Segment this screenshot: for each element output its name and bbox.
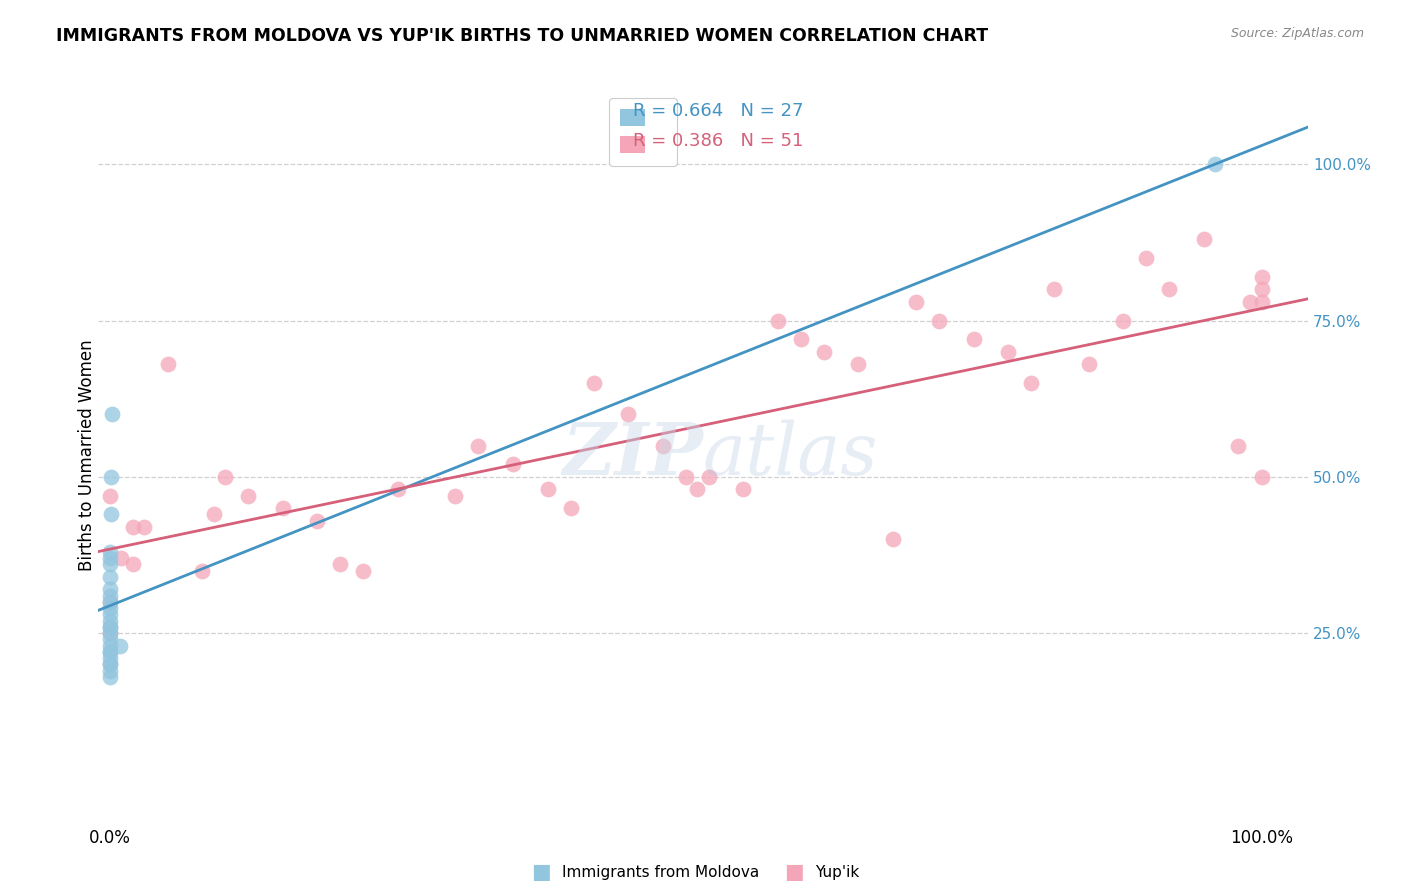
Point xyxy=(329,558,352,572)
Legend:   ,   : , xyxy=(609,98,676,166)
Point xyxy=(502,458,524,472)
Point xyxy=(1019,376,1042,390)
Point xyxy=(387,483,409,497)
Text: ZIP: ZIP xyxy=(562,419,703,491)
Point xyxy=(98,489,121,503)
Point xyxy=(98,645,121,659)
Point xyxy=(790,332,813,346)
Point xyxy=(1250,470,1272,484)
Text: Immigrants from Moldova: Immigrants from Moldova xyxy=(562,865,759,880)
Point xyxy=(582,376,605,390)
Text: Yup'ik: Yup'ik xyxy=(815,865,859,880)
Text: Source: ZipAtlas.com: Source: ZipAtlas.com xyxy=(1230,27,1364,40)
Point xyxy=(98,582,121,597)
Point xyxy=(1043,282,1066,296)
Point xyxy=(202,508,225,522)
Point xyxy=(134,520,156,534)
Point xyxy=(617,407,640,421)
Point xyxy=(98,551,121,566)
Point xyxy=(905,294,928,309)
Point xyxy=(962,332,984,346)
Point xyxy=(98,620,121,634)
Point xyxy=(98,614,121,628)
Point xyxy=(98,570,121,584)
Point xyxy=(214,470,236,484)
Point xyxy=(1227,438,1250,452)
Point xyxy=(98,639,121,653)
Point xyxy=(1159,282,1181,296)
Point xyxy=(271,501,294,516)
Y-axis label: Births to Unmarried Women: Births to Unmarried Women xyxy=(79,339,96,571)
Point xyxy=(236,489,259,503)
Point xyxy=(766,313,789,327)
Point xyxy=(882,533,904,547)
Point xyxy=(848,357,870,371)
Point xyxy=(100,470,122,484)
Point xyxy=(697,470,720,484)
Point xyxy=(307,514,329,528)
Point xyxy=(98,545,121,559)
Point xyxy=(352,564,374,578)
Point xyxy=(560,501,582,516)
Point xyxy=(1112,313,1135,327)
Point xyxy=(98,607,121,622)
Text: ■: ■ xyxy=(785,863,804,882)
Point xyxy=(98,595,121,609)
Point xyxy=(997,344,1019,359)
Text: R = 0.386   N = 51: R = 0.386 N = 51 xyxy=(633,132,803,150)
Point xyxy=(1135,251,1157,265)
Point xyxy=(98,645,121,659)
Point xyxy=(98,664,121,678)
Point xyxy=(928,313,950,327)
Point xyxy=(122,520,145,534)
Point xyxy=(156,357,179,371)
Point xyxy=(651,438,673,452)
Point xyxy=(98,620,121,634)
Point xyxy=(733,483,755,497)
Point xyxy=(98,601,121,615)
Point xyxy=(813,344,835,359)
Point xyxy=(1250,282,1272,296)
Point xyxy=(98,651,121,665)
Point xyxy=(98,657,121,672)
Point xyxy=(98,670,121,684)
Text: R = 0.664   N = 27: R = 0.664 N = 27 xyxy=(633,103,803,120)
Point xyxy=(100,508,122,522)
Point xyxy=(536,483,558,497)
Point xyxy=(98,657,121,672)
Point xyxy=(98,626,121,640)
Point xyxy=(1192,232,1215,246)
Point xyxy=(444,489,467,503)
Point xyxy=(98,632,121,647)
Point xyxy=(191,564,214,578)
Point xyxy=(1077,357,1099,371)
Point xyxy=(1250,294,1272,309)
Point xyxy=(98,558,121,572)
Point xyxy=(1239,294,1261,309)
Text: ■: ■ xyxy=(531,863,551,882)
Point xyxy=(1250,269,1272,284)
Text: atlas: atlas xyxy=(703,419,879,491)
Point xyxy=(101,407,124,421)
Point xyxy=(1204,157,1226,171)
Text: IMMIGRANTS FROM MOLDOVA VS YUP'IK BIRTHS TO UNMARRIED WOMEN CORRELATION CHART: IMMIGRANTS FROM MOLDOVA VS YUP'IK BIRTHS… xyxy=(56,27,988,45)
Point xyxy=(98,595,121,609)
Point xyxy=(675,470,697,484)
Point xyxy=(686,483,709,497)
Point xyxy=(110,639,132,653)
Point xyxy=(122,558,145,572)
Point xyxy=(467,438,489,452)
Point xyxy=(98,626,121,640)
Point xyxy=(98,589,121,603)
Point xyxy=(110,551,132,566)
